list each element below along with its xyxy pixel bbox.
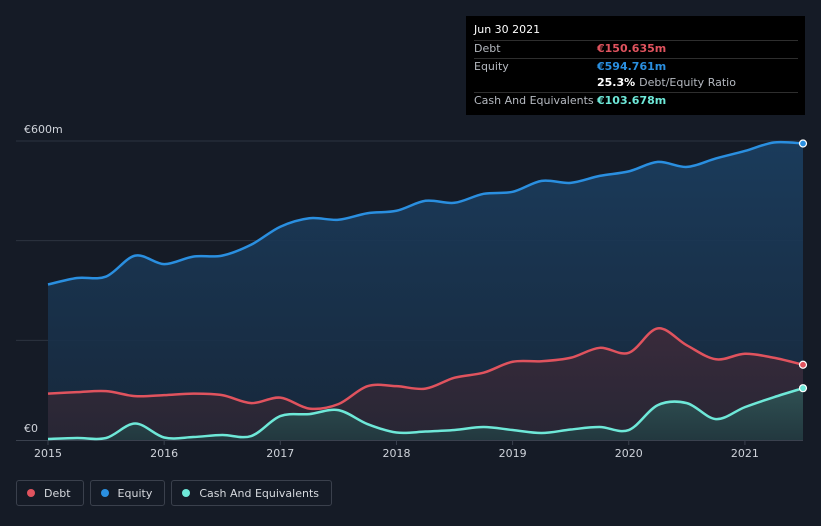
legend-dot-equity	[100, 489, 109, 497]
tooltip-date: Jun 30 2021	[474, 23, 541, 36]
legend-label-debt: Debt	[44, 486, 71, 500]
legend-item-debt[interactable]: Debt	[16, 480, 84, 506]
tooltip-cash-value: €103.678m	[597, 93, 667, 107]
legend-label-equity: Equity	[117, 486, 153, 500]
tooltip-debt-value: €150.635m	[597, 42, 667, 55]
y-tick-label: €600m	[24, 123, 63, 136]
x-tick-label: 2016	[150, 447, 178, 460]
y-tick-label: €0	[24, 422, 38, 435]
line-cash	[47, 386, 804, 441]
legend: Debt Equity Cash And Equivalents	[16, 480, 332, 507]
tooltip-ratio-value: 25.3%	[597, 76, 636, 89]
tooltip-cash-row: Cash And Equivalents €103.678m	[474, 91, 798, 110]
tooltip-ratio-label: Debt/Equity Ratio	[639, 76, 736, 89]
legend-dot-cash	[182, 489, 191, 497]
marker-debt-end	[798, 360, 808, 369]
x-tick-label: 2021	[731, 447, 759, 460]
area-debt	[48, 328, 803, 440]
x-tick-label: 2019	[499, 447, 527, 460]
area-cash	[48, 388, 803, 440]
legend-item-equity[interactable]: Equity	[89, 480, 166, 506]
tooltip-equity-row: Equity €594.761m	[474, 57, 798, 76]
line-equity	[47, 140, 804, 286]
x-tick-label: 2015	[34, 447, 62, 460]
marker-cash-end	[798, 384, 808, 393]
x-tick-label: 2018	[382, 447, 410, 460]
line-debt	[47, 327, 804, 411]
legend-dot-debt	[27, 489, 35, 497]
tooltip-ratio-row: 25.3% Debt/Equity Ratio	[474, 75, 798, 92]
x-tick-label: 2020	[615, 447, 643, 460]
marker-equity-end	[798, 139, 808, 148]
tooltip-debt-row: Debt €150.635m	[474, 40, 798, 58]
chart-area: €600m €0 2015 2016 2017 2018 2019 2020 2021	[16, 123, 808, 460]
tooltip-equity-value: €594.761m	[597, 59, 667, 73]
tooltip-cash-label: Cash And Equivalents	[474, 93, 594, 107]
tooltip-debt-label: Debt	[474, 42, 501, 55]
x-tick-label: 2017	[266, 447, 294, 460]
legend-label-cash: Cash And Equivalents	[199, 486, 319, 500]
legend-item-cash[interactable]: Cash And Equivalents	[171, 480, 332, 506]
tooltip: Jun 30 2021 Debt €150.635m Equity €594.7…	[466, 16, 805, 115]
tooltip-equity-label: Equity	[474, 59, 509, 73]
